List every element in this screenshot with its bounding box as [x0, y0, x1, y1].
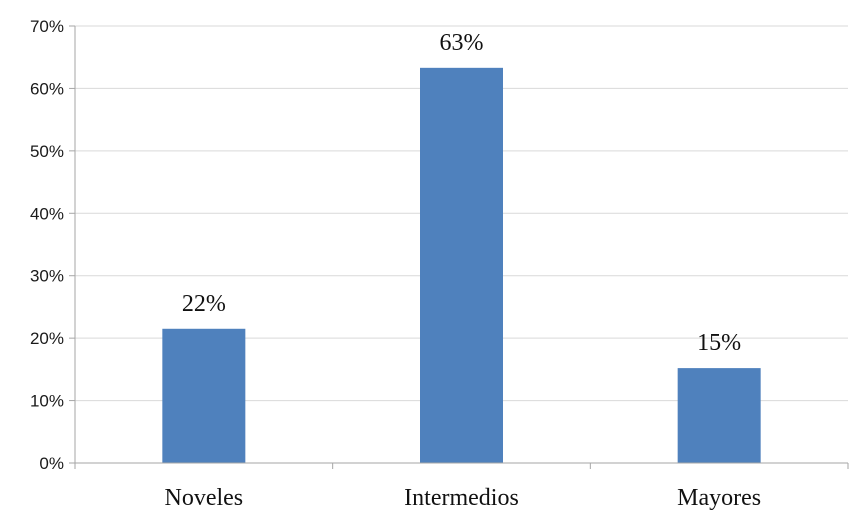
y-tick-label: 70% [30, 17, 64, 36]
x-tick-label-mayores: Mayores [677, 485, 761, 511]
y-tick-label: 40% [30, 204, 64, 223]
data-labels: 22% 63% 15% [182, 30, 741, 356]
y-tick-label: 0% [39, 454, 64, 473]
y-axis-ticks: 0% 10% 20% 30% 40% 50% 60% 70% [30, 17, 75, 473]
x-axis-ticks: Noveles Intermedios Mayores [165, 485, 762, 511]
bar-mayores [677, 368, 761, 463]
data-label-noveles: 22% [182, 291, 226, 317]
bar-intermedios [420, 67, 503, 463]
y-tick-label: 50% [30, 142, 64, 161]
x-tick-label-intermedios: Intermedios [404, 485, 519, 511]
data-label-intermedios: 63% [440, 30, 484, 56]
y-tick-label: 20% [30, 329, 64, 348]
y-tick-label: 10% [30, 392, 64, 411]
x-axis [74, 26, 849, 469]
data-label-mayores: 15% [697, 330, 741, 356]
bars [162, 67, 761, 463]
bar-noveles [162, 328, 246, 463]
x-tick-label-noveles: Noveles [165, 485, 244, 511]
y-tick-label: 60% [30, 79, 64, 98]
y-tick-label: 30% [30, 267, 64, 286]
